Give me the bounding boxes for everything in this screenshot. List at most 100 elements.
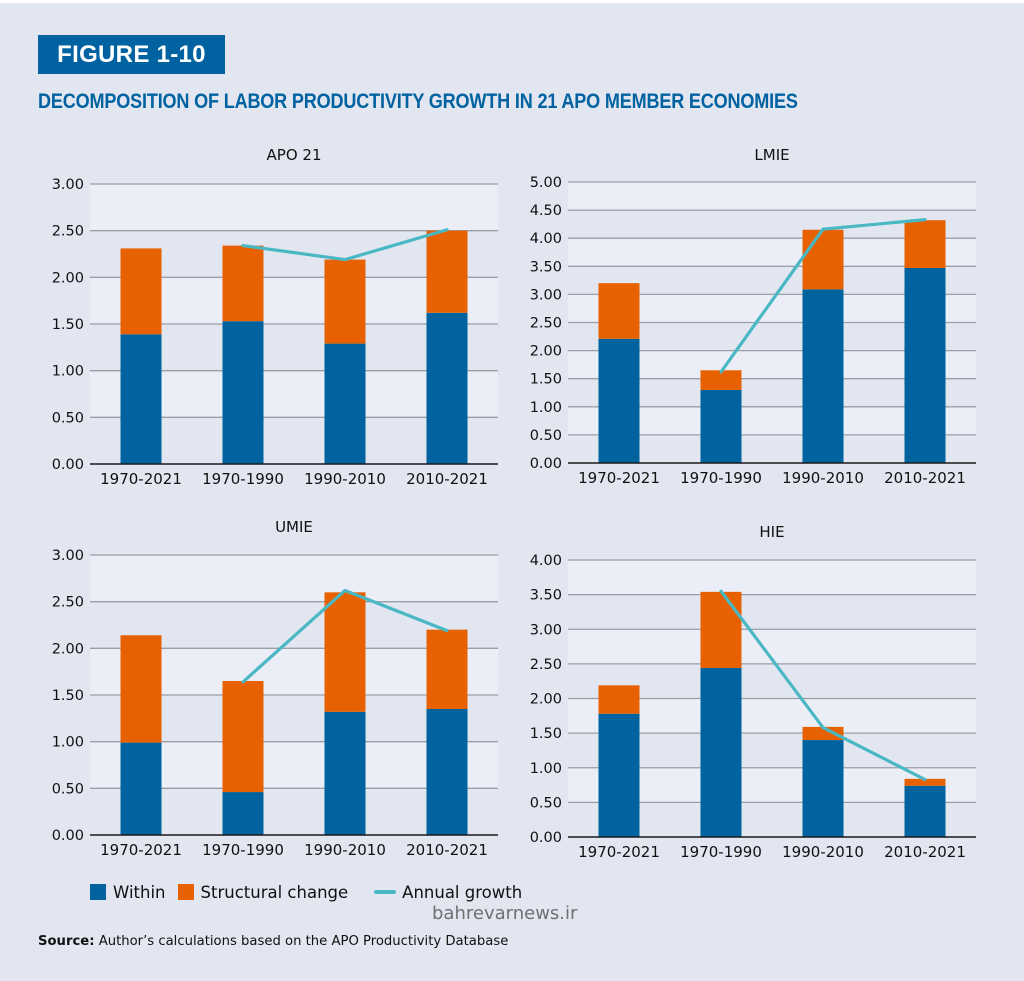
bar-within	[120, 334, 162, 464]
plot-band	[90, 184, 498, 231]
legend-item-structural-change: Structural change	[177, 882, 349, 902]
bar-structural-change	[904, 778, 946, 786]
chart-title: LMIE	[754, 146, 790, 164]
bar-structural-change	[598, 283, 640, 339]
x-tick-label: 1970-1990	[202, 841, 284, 859]
y-tick-label: 2.50	[530, 657, 562, 673]
y-tick-label: 1.00	[52, 735, 84, 751]
source-text: Author’s calculations based on the APO P…	[94, 934, 509, 949]
bar-structural-change	[120, 248, 162, 335]
legend-swatch-within	[90, 884, 106, 900]
x-tick-label: 2010-2021	[884, 843, 966, 861]
x-tick-label: 1990-2010	[304, 470, 386, 488]
y-tick-label: 0.00	[530, 456, 562, 472]
y-tick-label: 3.50	[530, 588, 562, 604]
bar-structural-change	[700, 591, 742, 669]
y-tick-label: 2.00	[530, 692, 562, 708]
chart-svg-apo21: 0.00 0.50 1.00 1.50 2.00 2.50 3.00 1970-2021 197…	[52, 177, 498, 488]
x-tick-label: 2010-2021	[406, 470, 488, 488]
y-tick-label: 2.00	[530, 344, 562, 360]
y-tick-label: 3.00	[530, 622, 562, 638]
chart-svg-umie: 0.00 0.50 1.00 1.50 2.00 2.50 3.00 1970-2021 197…	[52, 548, 498, 859]
x-tick-label: 1990-2010	[782, 843, 864, 861]
y-tick-label: 0.50	[530, 428, 562, 444]
y-tick-label: 4.50	[530, 203, 562, 219]
bar-within	[120, 742, 162, 835]
bar-structural-change	[426, 230, 468, 313]
source-note: Source: Author’s calculations based on t…	[38, 934, 508, 949]
legend-item-annual-growth: Annual growth	[374, 883, 522, 902]
y-tick-label: 1.00	[530, 400, 562, 416]
watermark: bahrevarnews.ir	[432, 903, 578, 924]
y-tick-label: 0.00	[52, 828, 84, 844]
chart-title: APO 21	[266, 146, 322, 164]
y-tick-label: 2.00	[52, 641, 84, 657]
y-tick-label: 0.00	[52, 457, 84, 473]
x-tick-label: 2010-2021	[406, 841, 488, 859]
bar-within	[802, 740, 844, 837]
y-tick-label: 3.00	[530, 287, 562, 303]
plot-band	[568, 182, 976, 211]
bar-within	[222, 321, 264, 464]
bar-structural-change	[802, 726, 844, 741]
x-tick-label: 1970-2021	[100, 841, 182, 859]
y-tick-label: 1.50	[530, 726, 562, 742]
bar-within	[324, 711, 366, 835]
y-tick-label: 2.50	[52, 595, 84, 611]
plot-band	[568, 560, 976, 595]
top-border	[0, 0, 1024, 3]
y-tick-label: 3.50	[530, 259, 562, 275]
bar-structural-change	[222, 245, 264, 322]
bar-structural-change	[324, 259, 366, 344]
bar-structural-change	[904, 220, 946, 268]
bar-structural-change	[426, 629, 468, 709]
y-tick-label: 5.00	[530, 175, 562, 191]
y-tick-label: 1.00	[530, 761, 562, 777]
y-tick-label: 1.00	[52, 364, 84, 380]
x-tick-label: 2010-2021	[884, 469, 966, 487]
bar-structural-change	[598, 685, 640, 714]
legend-label: Annual growth	[402, 882, 523, 902]
chart-title: HIE	[759, 523, 785, 541]
x-tick-label: 1970-1990	[680, 843, 762, 861]
x-tick-label: 1970-1990	[680, 469, 762, 487]
bar-within	[426, 709, 468, 835]
bar-within	[324, 343, 366, 464]
source-label: Source:	[38, 934, 95, 949]
bar-within	[904, 267, 946, 463]
legend-label: Within	[113, 882, 166, 902]
bar-structural-change	[324, 592, 366, 712]
bar-structural-change	[700, 370, 742, 390]
y-tick-label: 2.50	[52, 224, 84, 240]
y-tick-label: 3.00	[52, 548, 84, 564]
y-tick-label: 3.00	[52, 177, 84, 193]
chart-title: UMIE	[275, 518, 313, 536]
x-tick-label: 1990-2010	[782, 469, 864, 487]
y-tick-label: 2.00	[52, 270, 84, 286]
x-tick-label: 1970-2021	[578, 469, 660, 487]
bar-within	[426, 312, 468, 464]
chart-svg-lmie: 0.00 0.50 1.00 1.50 2.00 2.50 3.00 3.50 4.00 4.50…	[530, 175, 976, 487]
bar-within	[598, 338, 640, 463]
x-tick-label: 1970-1990	[202, 470, 284, 488]
plot-band	[90, 555, 498, 602]
y-tick-label: 4.00	[530, 553, 562, 569]
y-tick-label: 1.50	[52, 688, 84, 704]
y-tick-label: 0.50	[52, 781, 84, 797]
y-tick-label: 4.00	[530, 231, 562, 247]
legend-swatch-structural-change	[177, 884, 194, 900]
x-tick-label: 1970-2021	[578, 843, 660, 861]
bar-structural-change	[120, 635, 162, 743]
x-tick-label: 1990-2010	[304, 841, 386, 859]
x-tick-label: 1970-2021	[100, 470, 182, 488]
figure-label: FIGURE 1-10	[38, 35, 225, 74]
y-tick-label: 2.50	[530, 316, 562, 332]
legend: Within Structural change Annual growth	[90, 879, 534, 905]
plot-band	[568, 594, 976, 630]
legend-label: Structural change	[200, 882, 349, 902]
bar-within	[598, 713, 640, 837]
y-tick-label: 0.50	[530, 795, 562, 811]
legend-line-annual-growth	[374, 890, 397, 894]
y-tick-label: 1.50	[52, 317, 84, 333]
bar-structural-change	[802, 229, 844, 290]
